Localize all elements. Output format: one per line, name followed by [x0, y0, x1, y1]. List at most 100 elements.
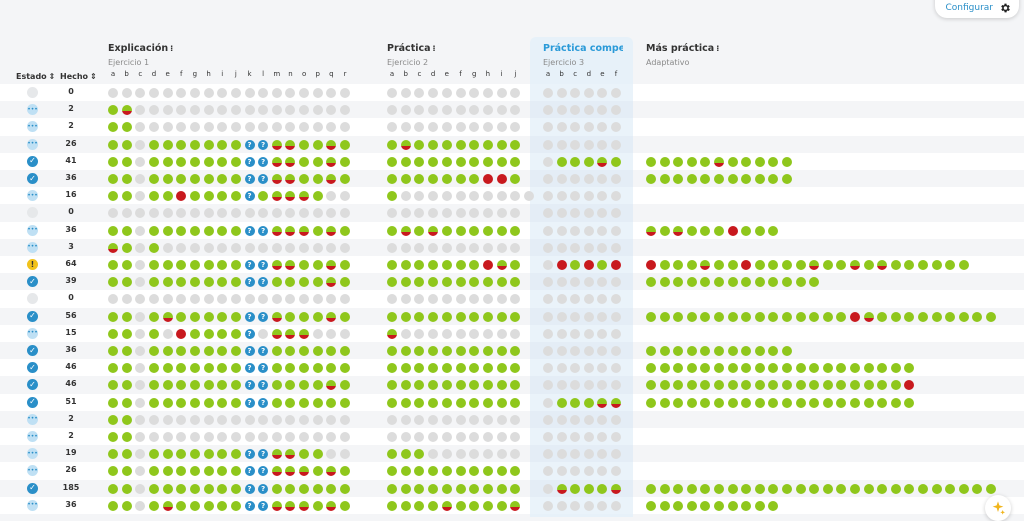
- exercise-dot[interactable]: [482, 88, 493, 98]
- exercise-dot[interactable]: [543, 122, 553, 133]
- exercise-dot[interactable]: [611, 105, 621, 116]
- exercise-dot[interactable]: [809, 397, 820, 408]
- exercise-dot[interactable]: [700, 277, 711, 288]
- exercise-dot[interactable]: [189, 483, 200, 494]
- exercise-dot[interactable]: [482, 139, 493, 150]
- exercise-dot[interactable]: [176, 105, 187, 116]
- table-row[interactable]: 0: [0, 290, 1024, 308]
- exercise-dot[interactable]: [428, 242, 439, 253]
- exercise-dot[interactable]: [510, 139, 521, 150]
- exercise-dot[interactable]: [904, 380, 915, 391]
- exercise-dot[interactable]: [400, 260, 411, 270]
- table-row[interactable]: ••• 26??: [0, 462, 1024, 480]
- exercise-dot[interactable]: [299, 122, 310, 133]
- exercise-dot[interactable]: [570, 432, 581, 442]
- exercise-dot[interactable]: [230, 346, 241, 356]
- exercise-dot[interactable]: [162, 105, 173, 116]
- table-row[interactable]: ••• 16?: [0, 187, 1024, 205]
- exercise-dot[interactable]: [271, 277, 282, 288]
- exercise-dot[interactable]: [496, 466, 507, 477]
- exercise-dot[interactable]: [387, 397, 397, 408]
- exercise-dot[interactable]: [496, 380, 507, 391]
- exercise-dot[interactable]: [414, 294, 425, 305]
- exercise-dot[interactable]: [583, 139, 594, 150]
- exercise-dot[interactable]: [217, 363, 228, 374]
- exercise-dot[interactable]: [543, 139, 553, 150]
- exercise-dot[interactable]: [162, 466, 173, 477]
- exercise-dot[interactable]: [543, 156, 553, 167]
- exercise-dot[interactable]: [469, 277, 480, 288]
- exercise-dot[interactable]: [148, 466, 159, 477]
- exercise-dot[interactable]: [510, 208, 521, 219]
- exercise-dot[interactable]: [482, 156, 493, 167]
- exercise-dot[interactable]: [754, 156, 765, 167]
- exercise-dot[interactable]: [754, 380, 765, 391]
- exercise-dot[interactable]: [441, 500, 452, 511]
- exercise-dot[interactable]: [312, 191, 323, 202]
- exercise-dot[interactable]: [217, 380, 228, 391]
- exercise-dot[interactable]: [428, 483, 439, 494]
- configure-button[interactable]: Configurar: [935, 0, 1019, 18]
- exercise-dot[interactable]: [441, 449, 452, 460]
- exercise-dot[interactable]: [741, 346, 752, 356]
- exercise-dot[interactable]: [428, 500, 439, 511]
- exercise-dot[interactable]: [583, 260, 594, 270]
- exercise-dot[interactable]: [121, 191, 132, 202]
- exercise-dot[interactable]: [659, 260, 670, 270]
- exercise-dot[interactable]: [414, 449, 425, 460]
- exercise-dot[interactable]: [176, 122, 187, 133]
- exercise-dot[interactable]: [583, 122, 594, 133]
- section-practica-competencial-header[interactable]: Práctica compe: [543, 43, 623, 54]
- exercise-dot[interactable]: [441, 363, 452, 374]
- exercise-dot[interactable]: [121, 449, 132, 460]
- exercise-dot[interactable]: [203, 105, 214, 116]
- exercise-dot[interactable]: [945, 483, 956, 494]
- exercise-dot[interactable]: [312, 449, 323, 460]
- exercise-dot[interactable]: [230, 500, 241, 511]
- exercise-dot[interactable]: [230, 174, 241, 184]
- exercise-dot[interactable]: [510, 363, 521, 374]
- exercise-dot[interactable]: ?: [258, 449, 269, 460]
- exercise-dot[interactable]: [754, 346, 765, 356]
- exercise-dot[interactable]: [714, 311, 724, 322]
- exercise-dot[interactable]: [441, 88, 452, 98]
- exercise-dot[interactable]: [217, 122, 228, 133]
- exercise-dot[interactable]: [428, 346, 439, 356]
- exercise-dot[interactable]: ?: [244, 500, 255, 511]
- exercise-dot[interactable]: [387, 432, 397, 442]
- exercise-dot[interactable]: [611, 449, 621, 460]
- exercise-dot[interactable]: [121, 277, 132, 288]
- exercise-dot[interactable]: [496, 483, 507, 494]
- exercise-dot[interactable]: [441, 414, 452, 425]
- exercise-dot[interactable]: [285, 483, 296, 494]
- exercise-dot[interactable]: [583, 346, 594, 356]
- exercise-dot[interactable]: [217, 156, 228, 167]
- exercise-dot[interactable]: [556, 105, 567, 116]
- exercise-dot[interactable]: [570, 449, 581, 460]
- exercise-dot[interactable]: [176, 139, 187, 150]
- exercise-dot[interactable]: [441, 466, 452, 477]
- exercise-dot[interactable]: [741, 260, 752, 270]
- exercise-dot[interactable]: [918, 311, 928, 322]
- exercise-dot[interactable]: [482, 174, 493, 184]
- exercise-dot[interactable]: [217, 414, 228, 425]
- exercise-dot[interactable]: [556, 311, 567, 322]
- exercise-dot[interactable]: [340, 432, 351, 442]
- exercise-dot[interactable]: [455, 346, 466, 356]
- exercise-dot[interactable]: [244, 122, 255, 133]
- exercise-dot[interactable]: ?: [244, 397, 255, 408]
- exercise-dot[interactable]: [258, 294, 269, 305]
- exercise-dot[interactable]: [496, 414, 507, 425]
- exercise-dot[interactable]: [611, 191, 621, 202]
- exercise-dot[interactable]: [285, 328, 296, 339]
- exercise-dot[interactable]: [583, 208, 594, 219]
- exercise-dot[interactable]: [556, 346, 567, 356]
- exercise-dot[interactable]: [340, 414, 351, 425]
- exercise-dot[interactable]: [121, 225, 132, 236]
- exercise-dot[interactable]: [162, 260, 173, 270]
- exercise-dot[interactable]: [754, 397, 765, 408]
- exercise-dot[interactable]: [135, 156, 146, 167]
- exercise-dot[interactable]: [285, 363, 296, 374]
- exercise-dot[interactable]: [428, 105, 439, 116]
- exercise-dot[interactable]: [258, 242, 269, 253]
